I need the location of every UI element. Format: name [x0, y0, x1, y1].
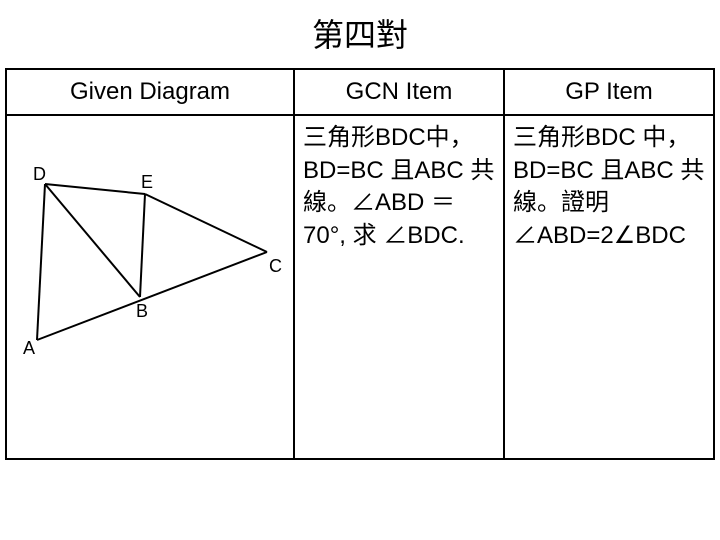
diagram-edge	[140, 194, 145, 297]
diagram-edge	[37, 252, 267, 340]
page-title: 第四對	[0, 0, 720, 68]
table-header-row: Given Diagram GCN Item GP Item	[6, 69, 714, 115]
diagram-edge	[45, 184, 145, 194]
geometry-diagram: D E C B A	[15, 122, 285, 452]
diagram-cell: D E C B A	[6, 115, 294, 459]
diagram-point-label: E	[141, 172, 153, 192]
diagram-point-label: A	[23, 338, 35, 358]
diagram-point-label: C	[269, 256, 282, 276]
items-table: Given Diagram GCN Item GP Item D E C B A 三角形…	[5, 68, 715, 460]
gp-item-cell: 三角形BDC 中，BD=BC 且ABC 共線。證明 ∠ABD=2∠BDC	[504, 115, 714, 459]
header-diagram: Given Diagram	[6, 69, 294, 115]
table-body-row: D E C B A 三角形BDC中，BD=BC 且ABC 共線。∠ABD ＝70°, 求…	[6, 115, 714, 459]
diagram-edge	[37, 184, 45, 340]
diagram-edge	[45, 184, 140, 297]
header-gcn: GCN Item	[294, 69, 504, 115]
diagram-point-label: B	[136, 301, 148, 321]
diagram-point-label: D	[33, 164, 46, 184]
gcn-item-cell: 三角形BDC中，BD=BC 且ABC 共線。∠ABD ＝70°, 求 ∠BDC.	[294, 115, 504, 459]
diagram-edge	[145, 194, 267, 252]
header-gp: GP Item	[504, 69, 714, 115]
